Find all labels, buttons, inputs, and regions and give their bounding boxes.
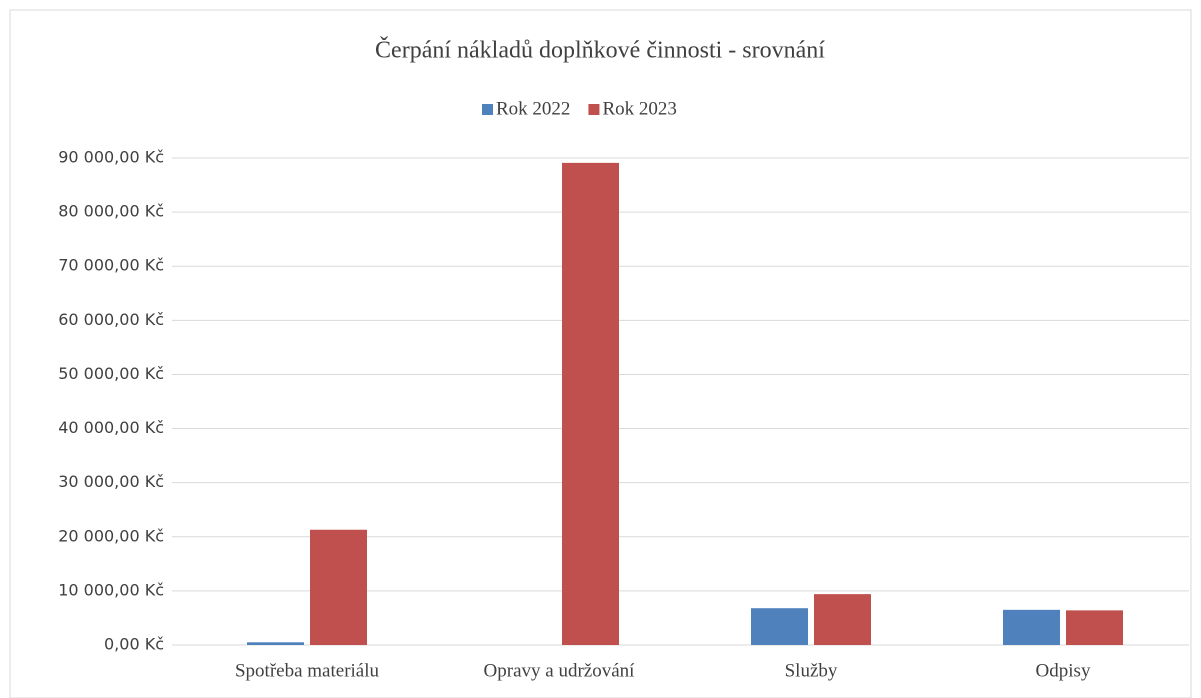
bar (1066, 610, 1123, 645)
x-tick-label: Spotřeba materiálu (235, 660, 380, 681)
bar (751, 608, 808, 645)
y-tick-label: 90 000,00 Kč (58, 148, 164, 167)
x-tick-label: Služby (785, 660, 838, 681)
bar (1003, 609, 1060, 645)
y-tick-label: 40 000,00 Kč (58, 418, 164, 437)
x-tick-label: Opravy a udržování (484, 660, 636, 681)
legend-swatch (588, 104, 600, 115)
bar (310, 529, 367, 645)
y-tick-label: 50 000,00 Kč (58, 364, 164, 383)
legend-swatch (482, 104, 493, 115)
bar (814, 594, 871, 645)
y-tick-label: 10 000,00 Kč (58, 580, 164, 599)
y-tick-label: 80 000,00 Kč (58, 202, 164, 221)
legend-label: Rok 2023 (602, 98, 676, 119)
x-tick-label: Odpisy (1036, 660, 1091, 681)
y-tick-label: 0,00 Kč (104, 635, 164, 654)
bar (562, 162, 619, 645)
y-tick-label: 20 000,00 Kč (58, 526, 164, 545)
y-tick-label: 70 000,00 Kč (58, 256, 164, 275)
y-tick-label: 30 000,00 Kč (58, 472, 164, 491)
legend-label: Rok 2022 (496, 98, 570, 119)
chart-title: Čerpání nákladů doplňkové činnosti - sro… (375, 37, 825, 64)
y-tick-label: 60 000,00 Kč (58, 310, 164, 329)
bar (247, 642, 304, 645)
